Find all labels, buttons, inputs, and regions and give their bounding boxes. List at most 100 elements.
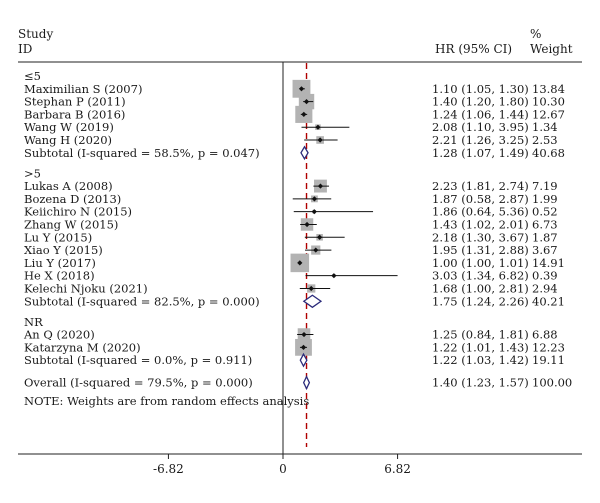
weight-text: 12.67 [532, 107, 565, 121]
subtotal-row-label: Subtotal (I-squared = 58.5%, p = 0.047) [24, 146, 260, 160]
subtotal-row-diamond [299, 352, 308, 368]
study-name: Maximilian S (2007) [24, 82, 142, 96]
hr-ci-text: 1.68 (1.00, 2.81) [432, 281, 529, 295]
weight-text: 14.91 [532, 256, 565, 270]
study-name: Wang W (2019) [24, 120, 114, 134]
study-name: Keiichiro N (2015) [24, 205, 132, 219]
study-row: Stephan P (2011) 1.40 (1.20, 1.80) 10.30 [24, 93, 565, 110]
weight-text: 1.87 [532, 230, 558, 244]
x-tick-label: -6.82 [153, 462, 184, 476]
point-estimate [311, 196, 318, 202]
weight-text: 6.73 [532, 217, 558, 231]
study-row: Zhang W (2015) 1.43 (1.02, 2.01) 6.73 [24, 217, 558, 231]
study-name: Bozena D (2013) [24, 192, 121, 206]
study-row: Kelechi Njoku (2021) 1.68 (1.00, 2.81) 2.9… [24, 281, 558, 295]
header-hr: HR (95% CI) [435, 42, 512, 56]
hr-ci-text: 2.08 (1.10, 3.95) [432, 120, 529, 134]
point-estimate [298, 86, 305, 92]
point-estimate [317, 234, 323, 240]
study-name: Barbara B (2016) [24, 107, 125, 121]
hr-ci-text: 2.23 (1.81, 2.74) [432, 179, 529, 193]
hr-ci-text: 1.40 (1.20, 1.80) [432, 95, 529, 109]
x-axis: -6.82 0 6.82 [153, 454, 411, 476]
point-estimate [313, 247, 319, 253]
header-weight-pct: % [530, 27, 541, 41]
overall-row: Overall (I-squared = 79.5%, p = 0.000) 1.… [24, 375, 572, 391]
study-row: Katarzyna M (2020) 1.22 (1.01, 1.43) 12.23 [24, 338, 565, 356]
hr-ci-text: 1.24 (1.06, 1.44) [432, 107, 529, 121]
point-estimate [301, 111, 307, 117]
x-tick-label: 0 [279, 462, 287, 476]
study-name: Zhang W (2015) [24, 217, 118, 231]
study-name: Lukas A (2008) [24, 179, 113, 193]
weight-text: 40.68 [532, 146, 565, 160]
weight-text: 13.84 [532, 82, 565, 96]
subtotal-row: Subtotal (I-squared = 82.5%, p = 0.000) 1… [24, 294, 565, 308]
x-tick-label: 6.82 [384, 462, 411, 476]
study-row: Wang H (2020) 2.21 (1.26, 3.25) 2.53 [24, 133, 558, 147]
weight-text: 2.94 [532, 281, 558, 295]
subtotal-row-label: Subtotal (I-squared = 0.0%, p = 0.911) [24, 353, 252, 367]
hr-ci-text: 1.95 (1.31, 2.88) [432, 243, 529, 257]
hr-ci-text: 1.43 (1.02, 2.01) [432, 217, 529, 231]
group-label: >5 [24, 166, 41, 180]
point-estimate [311, 209, 317, 215]
hr-ci-text: 1.87 (0.58, 2.87) [432, 192, 529, 206]
hr-ci-text: 2.21 (1.26, 3.25) [432, 133, 529, 147]
point-estimate [317, 183, 324, 189]
hr-ci-text: 1.40 (1.23, 1.57) [432, 376, 529, 390]
study-name: Katarzyna M (2020) [24, 340, 141, 354]
hr-ci-text: 1.25 (0.84, 1.81) [432, 328, 529, 342]
study-name: Liu Y (2017) [24, 256, 96, 270]
weight-text: 1.34 [532, 120, 558, 134]
study-row: Xiao Y (2015) 1.95 (1.31, 2.88) 3.67 [24, 243, 558, 257]
point-estimate [331, 273, 337, 279]
study-row: An Q (2020) 1.25 (0.84, 1.81) 6.88 [23, 328, 558, 342]
study-name: An Q (2020) [23, 328, 95, 342]
point-estimate [301, 331, 307, 338]
subtotal-row-diamond [302, 294, 323, 309]
weight-text: 100.00 [532, 376, 572, 390]
hr-ci-text: 2.18 (1.30, 3.67) [432, 230, 529, 244]
hr-ci-text: 1.10 (1.05, 1.30) [432, 82, 529, 96]
hr-ci-text: 1.22 (1.03, 1.42) [432, 353, 529, 367]
group-label: NR [24, 315, 43, 329]
weight-text: 0.52 [532, 205, 558, 219]
weight-text: 7.19 [532, 179, 558, 193]
header-study: Study [18, 27, 53, 41]
study-row: Barbara B (2016) 1.24 (1.06, 1.44) 12.67 [24, 105, 565, 123]
subtotal-row: Subtotal (I-squared = 58.5%, p = 0.047) 1… [24, 145, 565, 161]
study-name: He X (2018) [24, 269, 95, 283]
point-estimate [303, 99, 310, 105]
hr-ci-text: 1.00 (1.00, 1.01) [432, 256, 529, 270]
overall-row-label: Overall (I-squared = 79.5%, p = 0.000) [24, 376, 253, 390]
weight-text: 0.39 [532, 269, 558, 283]
subtotal-row: Subtotal (I-squared = 0.0%, p = 0.911) 1.… [24, 352, 565, 368]
weight-text: 19.11 [532, 353, 565, 367]
hr-ci-text: 1.86 (0.64, 5.36) [432, 205, 529, 219]
study-name: Kelechi Njoku (2021) [24, 281, 148, 295]
hr-ci-text: 3.03 (1.34, 6.82) [432, 269, 529, 283]
point-estimate [304, 221, 310, 228]
footnote: NOTE: Weights are from random effects an… [24, 394, 309, 408]
study-row: He X (2018) 3.03 (1.34, 6.82) 0.39 [24, 269, 558, 283]
weight-text: 40.21 [532, 294, 565, 308]
subtotal-row-label: Subtotal (I-squared = 82.5%, p = 0.000) [24, 294, 260, 308]
study-name: Xiao Y (2015) [24, 243, 103, 257]
study-row: Wang W (2019) 2.08 (1.10, 3.95) 1.34 [24, 120, 558, 134]
study-name: Stephan P (2011) [24, 95, 126, 109]
weight-text: 12.23 [532, 340, 565, 354]
study-name: Wang H (2020) [24, 133, 112, 147]
study-row: Keiichiro N (2015) 1.86 (0.64, 5.36) 0.52 [24, 205, 558, 219]
group-label: ≤5 [24, 69, 41, 83]
point-estimate [300, 344, 307, 350]
header-weight: Weight [530, 42, 573, 56]
point-estimate [297, 260, 303, 266]
subtotal-row-diamond [300, 145, 309, 161]
study-name: Lu Y (2015) [24, 230, 92, 244]
study-row: Liu Y (2017) 1.00 (1.00, 1.01) 14.91 [24, 253, 565, 273]
weight-text: 6.88 [532, 328, 558, 342]
